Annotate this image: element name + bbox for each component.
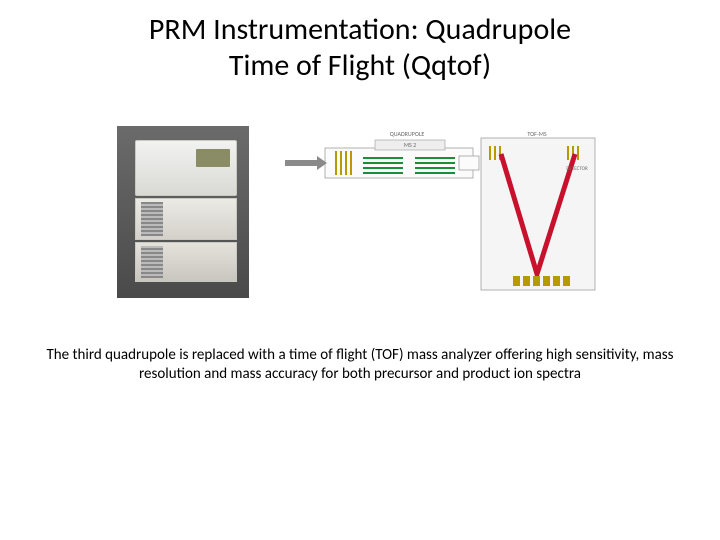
- instrument-body: [135, 140, 237, 286]
- schematic-svg: QUADRUPOLE TOF-MS: [277, 126, 603, 298]
- transfer-region: [459, 156, 479, 170]
- label-quadrupole: QUADRUPOLE: [390, 130, 425, 138]
- label-ms2: MS 2: [404, 141, 416, 149]
- title-line-2: Time of Flight (Qqtof): [229, 47, 491, 84]
- slide-caption: The third quadrupole is replaced with a …: [0, 346, 720, 384]
- figure-row: QUADRUPOLE TOF-MS: [0, 126, 720, 298]
- instrument-vent-upper: [141, 202, 163, 236]
- tof-entry-lenses: [489, 146, 501, 160]
- label-tofms: TOF-MS: [527, 130, 546, 138]
- label-detector: DETECTOR: [566, 166, 588, 172]
- slide-title: PRM Instrumentation: Quadrupole Time of …: [0, 0, 720, 84]
- instrument-vent-lower: [141, 246, 163, 278]
- instrument-top-module: [135, 140, 237, 196]
- title-line-1: PRM Instrumentation: Quadrupole: [149, 11, 571, 48]
- ion-source-arrow-icon: [285, 156, 327, 170]
- qqtof-schematic: QUADRUPOLE TOF-MS: [277, 126, 603, 298]
- caption-text: The third quadrupole is replaced with a …: [46, 346, 673, 383]
- instrument-photo: [117, 126, 249, 298]
